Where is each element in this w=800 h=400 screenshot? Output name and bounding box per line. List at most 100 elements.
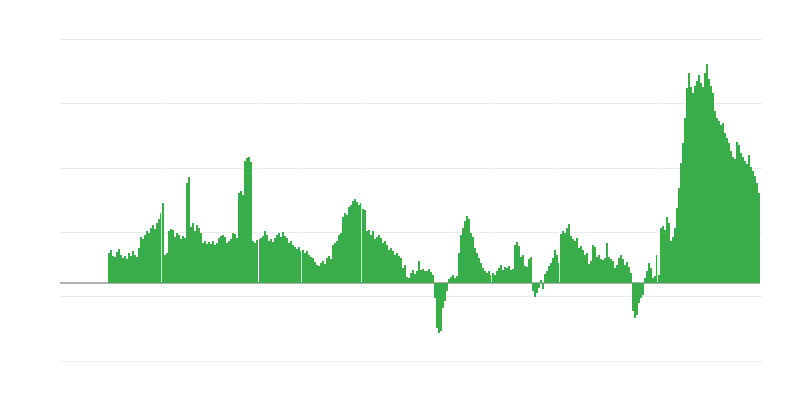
bar: [134, 255, 136, 283]
bar: [310, 257, 312, 283]
bar: [638, 283, 640, 303]
bar: [706, 64, 708, 283]
bar: [200, 233, 202, 283]
bar: [450, 277, 452, 283]
bar: [732, 157, 734, 283]
bar: [756, 183, 758, 283]
bar: [586, 253, 588, 283]
bar: [666, 217, 668, 283]
bar: [316, 265, 318, 283]
bar: [124, 256, 126, 283]
bar: [144, 235, 146, 283]
bar: [734, 159, 736, 283]
bar: [244, 161, 246, 283]
bar: [502, 270, 504, 283]
bar: [432, 275, 434, 283]
bar: [722, 123, 724, 283]
bar: [136, 257, 138, 283]
bar: [484, 271, 486, 283]
bar-gap-separator: [258, 60, 259, 282]
bar: [142, 239, 144, 283]
bar-gap-separator: [491, 60, 492, 282]
bar: [342, 217, 344, 283]
bar: [724, 133, 726, 283]
bar: [146, 231, 148, 283]
bar: [138, 248, 140, 283]
bar: [334, 243, 336, 283]
bar: [698, 75, 700, 283]
bar: [378, 235, 380, 283]
bar: [400, 258, 402, 283]
bar: [528, 259, 530, 283]
bar: [740, 153, 742, 283]
bar: [654, 276, 656, 283]
bar: [624, 265, 626, 283]
bar: [608, 257, 610, 283]
bar: [132, 251, 134, 283]
bar: [620, 255, 622, 283]
bar: [212, 241, 214, 283]
bar: [520, 257, 522, 283]
bar: [716, 118, 718, 283]
bar: [642, 283, 644, 295]
bar: [448, 279, 450, 283]
bar: [228, 241, 230, 283]
bar: [394, 255, 396, 283]
bar: [632, 283, 634, 311]
bar: [476, 253, 478, 283]
bar: [622, 259, 624, 283]
bar: [206, 244, 208, 283]
bar: [674, 228, 676, 283]
bar: [494, 275, 496, 283]
bar: [456, 276, 458, 283]
bar: [522, 255, 524, 283]
bar-gap-separator: [161, 60, 162, 282]
bar: [298, 247, 300, 283]
bar: [214, 245, 216, 283]
bar: [354, 199, 356, 283]
bar: [168, 231, 170, 283]
bar: [204, 241, 206, 283]
bar: [380, 238, 382, 283]
bar: [172, 230, 174, 283]
bar: [384, 241, 386, 283]
bar: [686, 88, 688, 283]
bar: [488, 271, 490, 283]
bar: [376, 237, 378, 283]
bar: [644, 278, 646, 283]
bar: [308, 255, 310, 283]
bar: [720, 125, 722, 283]
bar: [458, 253, 460, 283]
bar: [282, 232, 284, 283]
bar: [306, 251, 308, 283]
bar: [464, 221, 466, 283]
bar: [578, 248, 580, 283]
bar: [596, 257, 598, 283]
bar: [166, 253, 168, 283]
bar: [276, 235, 278, 283]
bar: [198, 228, 200, 283]
bar: [218, 238, 220, 283]
bar: [288, 243, 290, 283]
bar: [256, 240, 258, 283]
bar: [194, 231, 196, 283]
bar: [390, 248, 392, 283]
bar: [140, 237, 142, 283]
bar: [526, 267, 528, 283]
bar: [108, 253, 110, 283]
bar: [580, 246, 582, 283]
bar: [114, 257, 116, 283]
bar: [312, 258, 314, 283]
bar: [606, 243, 608, 283]
bar: [672, 237, 674, 283]
bar: [496, 271, 498, 283]
bar: [550, 263, 552, 283]
bar-gap-separator: [301, 60, 302, 282]
bar: [694, 86, 696, 283]
bar: [704, 73, 706, 283]
bar: [262, 236, 264, 283]
bar: [202, 243, 204, 283]
bar: [752, 171, 754, 283]
bar: [154, 229, 156, 283]
bar: [746, 164, 748, 283]
